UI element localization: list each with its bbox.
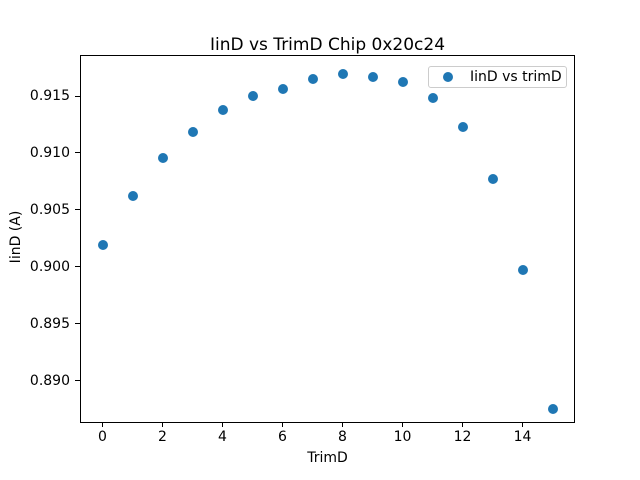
y-tick-mark — [75, 152, 80, 154]
x-tick-label: 2 — [158, 429, 167, 445]
x-tick-mark — [162, 423, 163, 427]
x-tick-label: 4 — [218, 429, 227, 445]
legend-label: IinD vs trimD — [470, 69, 562, 85]
legend-marker-icon — [443, 72, 453, 82]
scatter-point — [367, 71, 378, 82]
y-tick-label: 0.890 — [29, 372, 70, 389]
x-tick-mark — [462, 423, 463, 427]
scatter-point — [127, 191, 138, 202]
x-tick-mark — [102, 423, 103, 427]
scatter-point — [247, 91, 258, 101]
scatter-point — [277, 84, 288, 95]
x-tick-label: 12 — [453, 429, 472, 445]
plot-area — [80, 55, 575, 423]
y-tick-label: 0.915 — [29, 88, 70, 104]
x-tick-label: 6 — [278, 429, 287, 445]
scatter-point — [517, 265, 528, 276]
scatter-point — [337, 69, 348, 80]
x-tick-mark — [222, 423, 223, 427]
y-tick-label: 0.910 — [29, 144, 70, 161]
scatter-point — [547, 404, 558, 415]
scatter-point — [457, 121, 468, 132]
y-axis-label: IinD (A) — [8, 210, 24, 264]
scatter-point — [187, 127, 198, 138]
x-tick-mark — [282, 423, 283, 427]
scatter-point — [307, 73, 318, 84]
y-tick-label: 0.900 — [29, 258, 70, 275]
y-tick-mark — [75, 380, 80, 382]
scatter-point — [487, 174, 498, 185]
x-axis-label: TrimD — [307, 450, 348, 466]
chart-title: IinD vs TrimD Chip 0x20c24 — [209, 35, 446, 55]
x-tick-label: 0 — [98, 429, 107, 445]
y-tick-mark — [75, 95, 80, 97]
y-tick-mark — [75, 266, 80, 268]
scatter-point — [157, 152, 168, 163]
y-tick-label: 0.905 — [29, 201, 70, 218]
y-tick-label: 0.895 — [29, 315, 70, 332]
y-tick-mark — [75, 323, 80, 325]
x-tick-label: 10 — [393, 429, 412, 445]
x-tick-label: 8 — [338, 429, 347, 445]
x-tick-mark — [522, 423, 523, 427]
scatter-point — [217, 104, 228, 115]
scatter-point — [397, 77, 408, 88]
x-tick-label: 14 — [513, 429, 532, 445]
scatter-point — [97, 240, 108, 251]
legend: IinD vs trimD — [428, 66, 567, 88]
scatter-point — [427, 93, 438, 104]
x-tick-mark — [342, 423, 343, 427]
x-tick-mark — [402, 423, 403, 427]
y-tick-mark — [75, 209, 80, 211]
